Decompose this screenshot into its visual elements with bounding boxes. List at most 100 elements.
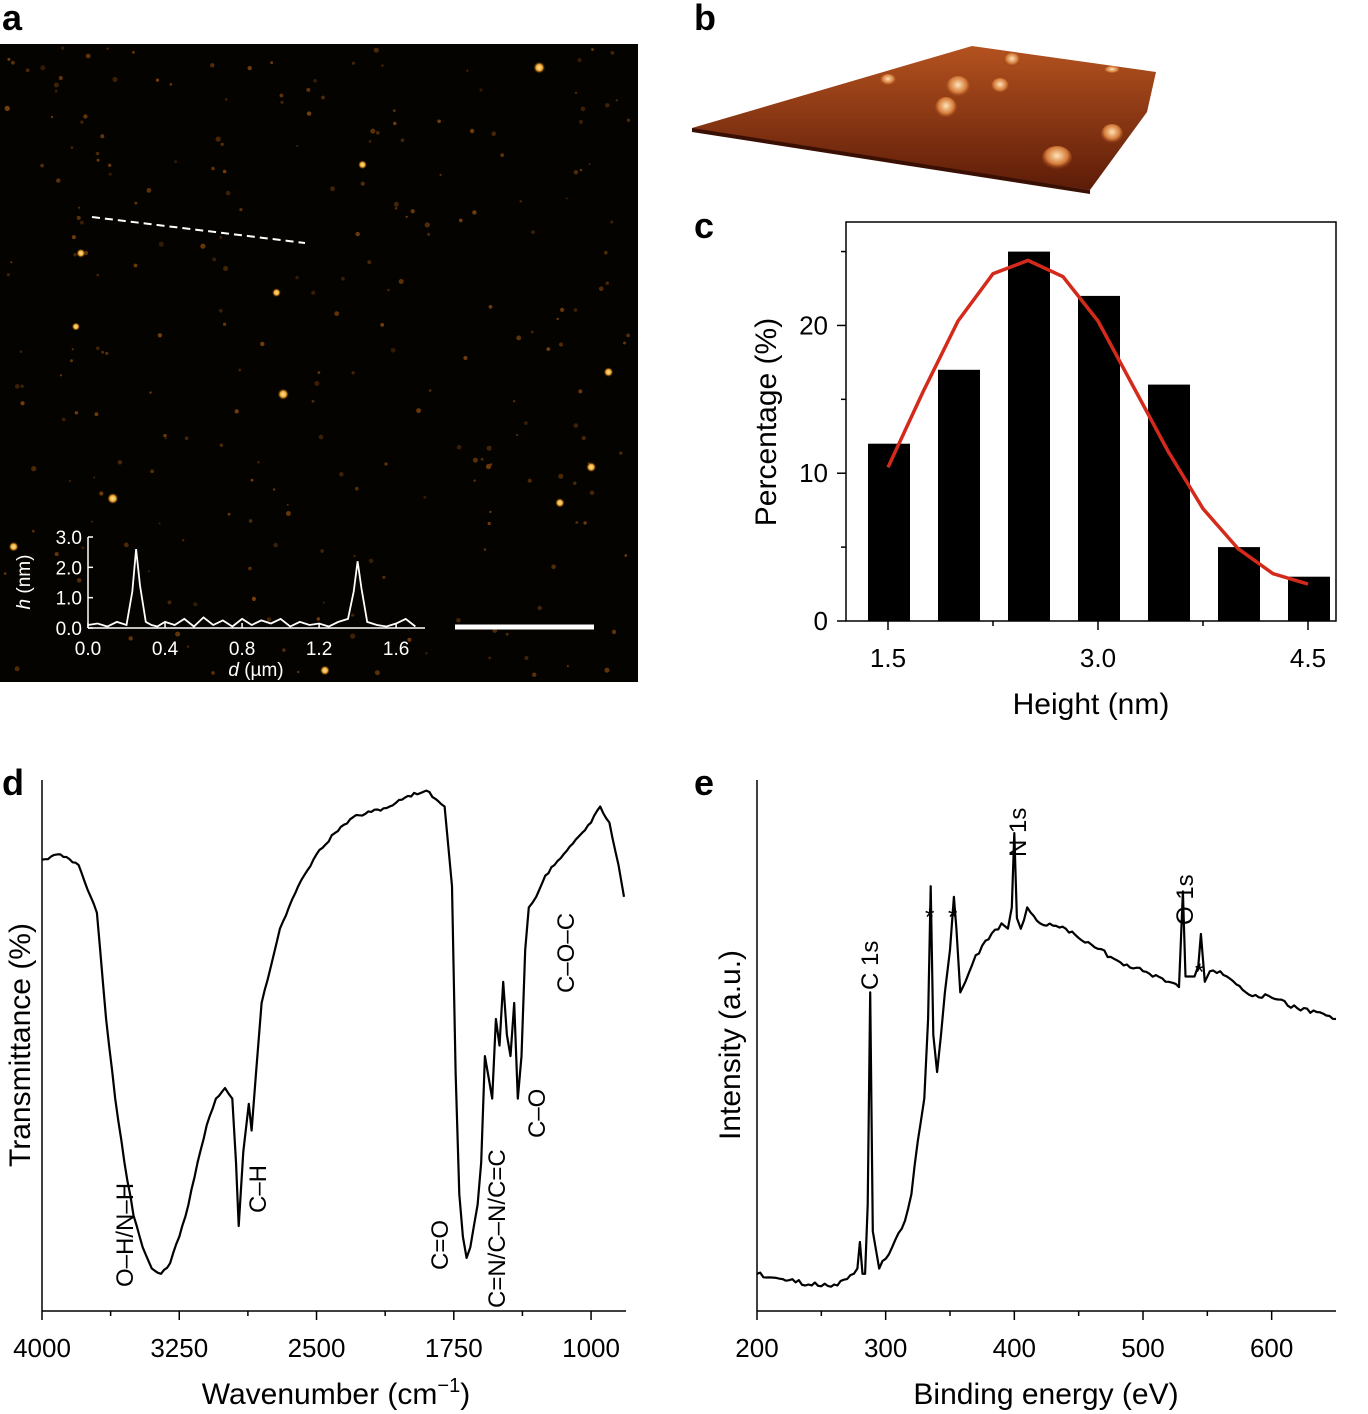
particle-dot <box>473 479 476 482</box>
particle-dot <box>311 290 316 295</box>
particle-dot <box>425 652 428 655</box>
particle-dot <box>565 197 568 200</box>
particle-dot <box>591 48 594 51</box>
inset-y-title: h (nm) <box>14 555 35 610</box>
particle-dot <box>472 457 478 463</box>
particle-dot <box>80 220 84 225</box>
panel-label-d: d <box>2 762 24 803</box>
xps-y-title: Intensity (a.u.) <box>714 950 747 1140</box>
particle-dot <box>175 631 181 637</box>
particle-dot <box>355 231 360 237</box>
particle-dot <box>487 521 491 526</box>
particle-dot <box>306 87 311 92</box>
particle-dot <box>573 170 579 175</box>
particle-dot <box>174 651 177 655</box>
particle-dot <box>546 347 551 351</box>
surface-plane <box>692 46 1156 190</box>
particle-dot <box>318 434 324 440</box>
particle-dot <box>615 99 618 102</box>
particle-dot <box>107 492 119 505</box>
ftir-label-coc: C–O–C <box>553 913 580 993</box>
xps-label-o1s: O 1s <box>1172 874 1199 925</box>
particle-dot <box>516 433 519 437</box>
particle-dot <box>227 512 231 516</box>
particle-dot <box>128 636 133 641</box>
particle-dot <box>239 208 243 212</box>
xps-x-tick-label: 500 <box>1121 1333 1164 1363</box>
particle-dot <box>339 472 344 477</box>
inset-x-tick-label: 1.2 <box>306 639 332 660</box>
particle-dot <box>437 119 441 124</box>
particle-dot <box>295 275 299 280</box>
inset-y-tick-label: 3.0 <box>56 528 82 549</box>
particle-dot <box>279 93 284 98</box>
particle-dot <box>133 263 138 268</box>
inset-y-tick-label: 2.0 <box>56 558 82 579</box>
particle-dot <box>146 188 152 193</box>
particle-dot <box>533 61 546 74</box>
particle-dot <box>392 109 396 113</box>
particle-dot <box>610 51 615 55</box>
particle-dot <box>108 172 112 176</box>
histogram-bar <box>1078 295 1120 621</box>
particle-dot <box>358 160 367 170</box>
particle-dot <box>71 348 74 351</box>
particle-dot <box>218 308 223 313</box>
particle-dot <box>350 633 356 639</box>
particle-dot <box>605 281 609 285</box>
histogram-y-title: Percentage (%) <box>750 318 783 526</box>
histogram-y-tick-label: 10 <box>799 458 828 488</box>
particle-dot <box>76 215 81 220</box>
particle-dot <box>314 381 320 386</box>
particle-dot <box>132 51 135 54</box>
particle-dot <box>355 486 359 491</box>
particle-dot <box>532 672 537 677</box>
particle-dot <box>488 305 493 309</box>
particle-dot <box>20 401 25 406</box>
particle-dot <box>99 491 104 496</box>
gaussian-fit-curve <box>886 258 1309 586</box>
particle-dot <box>353 554 356 558</box>
particle-dot <box>74 411 79 415</box>
particle-dot <box>164 437 167 440</box>
inset-x-title: d (µm) <box>228 660 283 681</box>
particle-dot <box>260 341 265 347</box>
particle-dot <box>158 522 161 525</box>
particle-dot <box>73 253 77 257</box>
particle-dot <box>54 89 58 93</box>
particle-dot <box>108 163 112 167</box>
particle-dot <box>83 114 88 119</box>
particle-dot <box>575 521 579 524</box>
particle-dot <box>472 210 477 215</box>
particle-dot <box>11 60 15 65</box>
particle-dot <box>219 443 224 447</box>
particle-dot <box>210 63 215 68</box>
particle-dot <box>4 105 10 111</box>
particle-dot <box>605 103 610 108</box>
particle-dot <box>626 118 631 122</box>
surface-bump <box>991 78 1009 94</box>
particle-dot <box>8 541 19 552</box>
particle-dot <box>149 391 152 394</box>
surface-bump <box>935 97 957 119</box>
ftir-x-tick-label: 3250 <box>150 1333 208 1363</box>
particle-dot <box>186 645 190 648</box>
particle-dot <box>380 323 385 327</box>
particle-dot <box>626 333 630 338</box>
particle-dot <box>483 548 487 551</box>
particle-dot <box>106 47 109 50</box>
particle-dot <box>96 158 100 162</box>
particle-dot <box>387 288 390 292</box>
particle-dot <box>280 100 284 104</box>
particle-dot <box>70 146 74 149</box>
histogram-y-tick-label: 20 <box>799 310 828 340</box>
ftir-x-tick-label: 2500 <box>288 1333 346 1363</box>
surface-bump <box>1042 146 1072 170</box>
particle-dot <box>316 617 320 621</box>
particle-dot <box>530 330 534 334</box>
ftir-label-ch: C–H <box>245 1165 272 1213</box>
particle-dot <box>193 602 198 607</box>
particle-dot <box>223 266 229 271</box>
particle-dot <box>373 47 379 53</box>
